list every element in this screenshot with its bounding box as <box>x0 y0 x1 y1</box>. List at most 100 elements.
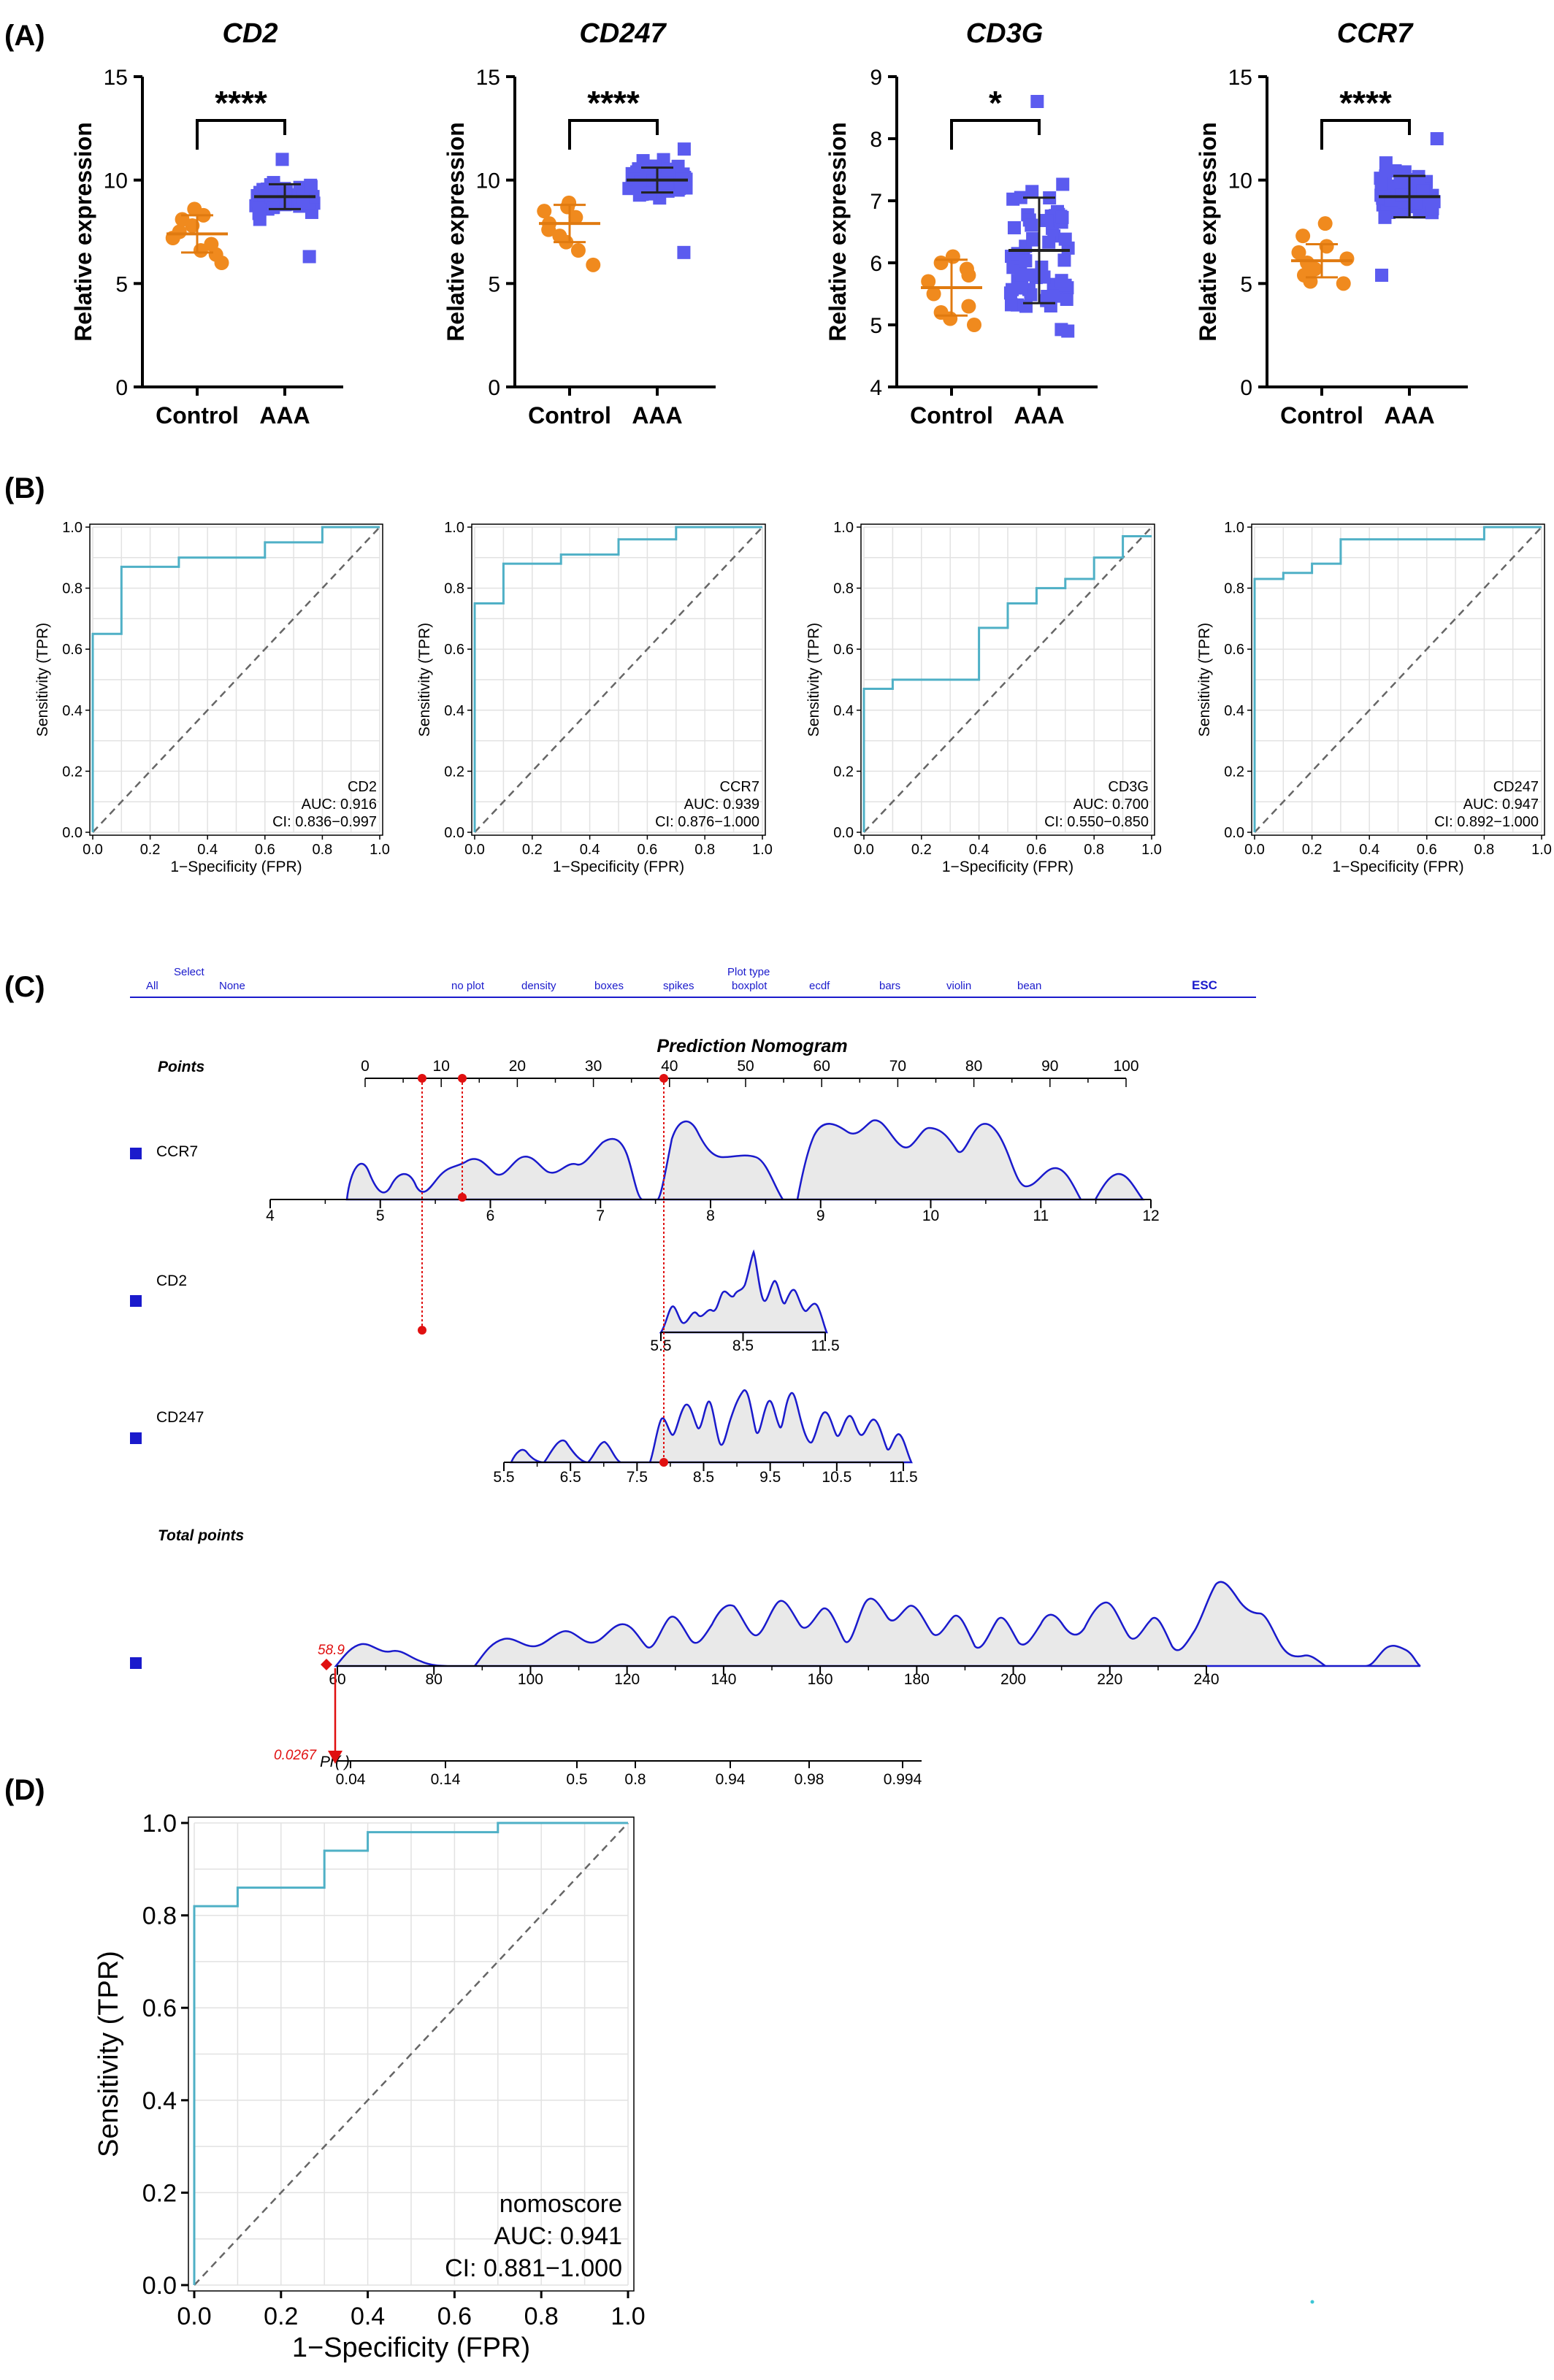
control-point <box>926 286 941 302</box>
aaa-point <box>1040 214 1054 228</box>
menu-bars[interactable]: bars <box>879 980 900 992</box>
x-tick-label: Control <box>528 402 611 429</box>
menu-select[interactable]: Select <box>174 966 205 978</box>
significance-stars: **** <box>1339 84 1392 122</box>
x-tick-label: AAA <box>1014 402 1064 429</box>
y-tick-label: 0.8 <box>833 581 854 597</box>
control-point <box>943 311 958 326</box>
x-tick-label: 0.0 <box>83 842 103 858</box>
axis-tick-label: 11 <box>1033 1208 1049 1224</box>
y-tick-label: 0.0 <box>1224 825 1244 841</box>
menu-plot-type: Plot type <box>727 966 770 978</box>
aaa-point <box>1375 269 1389 282</box>
aaa-point <box>1007 220 1021 234</box>
roc-plot-nomoscore: 0.00.0 0.2 0.2 0.4 0.4 0.6 0.6 0.8 0.8 1.0 1.0 1−Sp… <box>93 1810 646 2363</box>
y-tick-label: 15 <box>476 66 500 90</box>
axis-tick-label: 10 <box>922 1208 939 1224</box>
cd247-label: CD247 <box>156 1409 204 1426</box>
axis-tick-label: 100 <box>518 1671 543 1688</box>
axis-tick-label: 8.5 <box>732 1337 754 1354</box>
x-tick-label: 1.0 <box>370 842 390 858</box>
control-point <box>1317 216 1333 231</box>
axis-tick-label: 100 <box>1113 1058 1138 1075</box>
nomogram-menu-bar: All Select None no plot density boxes sp… <box>130 966 1256 998</box>
menu-density[interactable]: density <box>521 980 556 992</box>
probability-axis: Pr( )0.04 0.14 0.5 0.8 0.94 0.98 0.994 <box>320 1754 922 1788</box>
menu-ecdf[interactable]: ecdf <box>809 980 830 992</box>
total-points-label: Total points <box>158 1527 244 1544</box>
y-tick-label: 7 <box>870 190 882 214</box>
control-point <box>966 318 981 332</box>
aaa-point <box>671 159 685 173</box>
axis-tick-label: 6.5 <box>560 1469 581 1486</box>
y-axis-label: Relative expression <box>1195 122 1221 342</box>
aaa-point <box>1395 188 1409 202</box>
ccr7-value-marker <box>458 1193 467 1202</box>
axis-tick-label: 200 <box>1000 1671 1026 1688</box>
aaa-point <box>1056 177 1070 191</box>
axis-tick-label: 180 <box>904 1671 930 1688</box>
aaa-point <box>1057 253 1071 267</box>
y-axis-label: Sensitivity (TPR) <box>416 623 433 737</box>
menu-spikes[interactable]: spikes <box>663 980 694 992</box>
axis-tick-label: 240 <box>1193 1671 1219 1688</box>
axis-tick-label: 9 <box>816 1208 825 1224</box>
cd2-density <box>659 1249 828 1334</box>
ccr7-marker-icon[interactable] <box>130 1148 142 1159</box>
menu-all[interactable]: All <box>146 980 158 992</box>
axis-tick-label: 12 <box>1142 1208 1159 1224</box>
y-tick-label: 0 <box>115 376 128 400</box>
aaa-point <box>1054 323 1068 337</box>
axis-tick-label: 80 <box>965 1058 982 1075</box>
control-point <box>1295 229 1311 244</box>
x-tick-label: 0.4 <box>351 2303 385 2330</box>
panel-label-a: (A) <box>4 20 45 52</box>
axis-tick-label: 0.94 <box>716 1771 746 1788</box>
control-point <box>933 256 949 270</box>
series-name: CD247 <box>1493 779 1539 795</box>
cd247-point-marker <box>659 1074 668 1083</box>
menu-violin[interactable]: violin <box>946 980 971 992</box>
menu-bean[interactable]: bean <box>1017 980 1041 992</box>
series-name: CD2 <box>348 779 377 795</box>
menu-none[interactable]: None <box>219 980 245 992</box>
aaa-point <box>1037 270 1051 284</box>
aaa-point <box>264 183 278 196</box>
x-tick-label: 0.0 <box>854 842 874 858</box>
x-tick-label: 0.8 <box>1474 842 1494 858</box>
y-tick-label: 0.0 <box>444 825 464 841</box>
aaa-point <box>266 201 280 215</box>
aaa-point <box>304 180 318 193</box>
axis-tick-label: 11.5 <box>889 1469 917 1486</box>
y-tick-label: 0.6 <box>62 642 83 658</box>
cd247-value-marker <box>659 1458 668 1467</box>
y-tick-label: 1.0 <box>62 520 83 536</box>
cd247-marker-icon[interactable] <box>130 1432 142 1444</box>
x-tick-label: 0.6 <box>637 842 657 858</box>
x-tick-label: Control <box>910 402 993 429</box>
menu-boxes[interactable]: boxes <box>594 980 624 992</box>
x-tick-label: 0.8 <box>312 842 332 858</box>
menu-no-plot[interactable]: no plot <box>451 980 485 992</box>
cd2-marker-icon[interactable] <box>130 1295 142 1307</box>
roc-plot-cd3g: 0.00.0 0.2 0.2 0.4 0.4 0.6 0.6 0.8 0.8 1.0 1.0 1−Sp… <box>805 520 1162 875</box>
y-axis-label: Sensitivity (TPR) <box>93 1951 124 2157</box>
auc-label: AUC: 0.939 <box>684 796 759 813</box>
menu-boxplot[interactable]: boxplot <box>732 980 768 992</box>
x-tick-label: AAA <box>1384 402 1434 429</box>
ccr7-axis: 4 5 6 7 8 9 10 11 12 <box>266 1199 1160 1224</box>
aaa-point <box>1025 185 1039 199</box>
x-axis-label: 1−Specificity (FPR) <box>292 2333 530 2363</box>
y-tick-label: 10 <box>1228 169 1252 193</box>
ccr7-point-marker <box>418 1074 426 1083</box>
significance-bracket <box>196 119 286 150</box>
total-points-marker <box>321 1659 332 1670</box>
y-tick-label: 15 <box>1228 66 1252 90</box>
y-tick-label: 0.8 <box>444 581 464 597</box>
menu-esc[interactable]: ESC <box>1192 978 1217 992</box>
x-tick-label: 0.2 <box>140 842 161 858</box>
aaa-point <box>1055 210 1069 224</box>
points-label: Points <box>158 1059 204 1075</box>
x-tick-label: Control <box>156 402 239 429</box>
total-marker-icon[interactable] <box>130 1657 142 1669</box>
